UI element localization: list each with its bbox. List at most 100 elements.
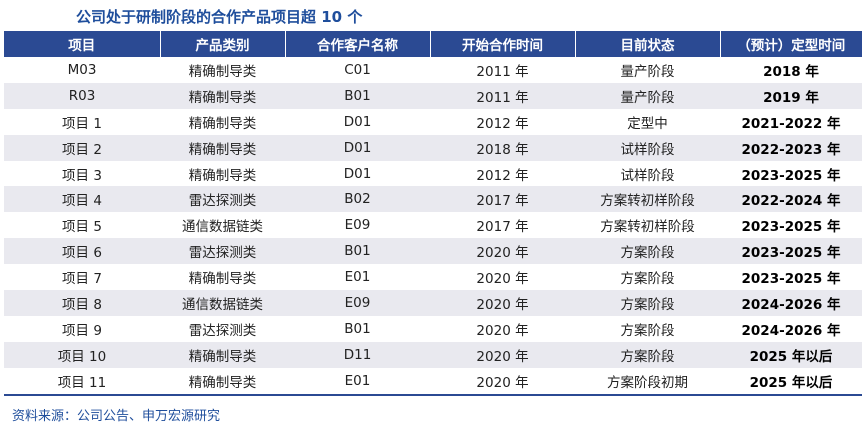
table-row: 项目 7 精确制导类 E01 2020 年 方案阶段 2023-2025 年 bbox=[4, 264, 862, 290]
source-note: 资料来源：公司公告、申万宏源研究 bbox=[12, 409, 221, 424]
project-table: 项目 产品类别 合作客户名称 开始合作时间 目前状态 （预计）定型时间 M03 精确制导类 C… bbox=[4, 31, 862, 396]
table-cell: 2021-2022 年 bbox=[741, 115, 841, 132]
table-cell: 2022-2024 年 bbox=[720, 186, 862, 213]
table-row: 项目 6 雷达探测类 B01 2020 年方案阶段 2023-2025 年 bbox=[4, 238, 862, 265]
table-cell: 2020 年 bbox=[430, 238, 575, 265]
table-row: 项目 11 精确制导类 E01 2020 年 方案阶段初期 2025 年以后 bbox=[4, 368, 862, 395]
table-cell: 方案转初样阶段 bbox=[600, 219, 695, 236]
title: 公司处于研制阶段的合作产品项目超 10 个 bbox=[76, 8, 363, 26]
header-cell: 开始合作时间 bbox=[429, 31, 575, 57]
table-cell: 精确制导类 bbox=[188, 374, 257, 391]
table-cell: 方案阶段 bbox=[575, 341, 720, 368]
table-row: 项目 3 精确制导类 D01 2012 年 试样阶段 2023-2025 年 bbox=[4, 161, 862, 187]
table-cell: 2018 年 bbox=[430, 134, 575, 161]
table-row: M03 精确制导类 C01 2011 年 量产阶段 2018 年 bbox=[4, 57, 862, 83]
table-cell: 精确制导类 bbox=[188, 63, 257, 80]
table-cell: 项目 2 bbox=[4, 134, 160, 161]
table-cell: 项目 6 bbox=[4, 238, 160, 265]
table-cell: C01 bbox=[344, 61, 371, 78]
table-row: 项目 9 雷达探测类 B01 2020 年 方案阶段 2024-2026 年 bbox=[4, 316, 862, 342]
header-cell: 合作客户名称 bbox=[284, 31, 430, 57]
table-row: 项目 5 通信数据链类 E09 2017 年 方案转初样阶段 2023-2025 年 bbox=[4, 212, 862, 238]
table-cell: 精确制导类 bbox=[160, 341, 285, 368]
table-cell: 精确制导类 bbox=[188, 115, 257, 132]
table-body: M03 精确制导类 C01 2011 年量产阶段 2018 年 R03 精确制导类 B01 20… bbox=[4, 57, 862, 395]
table-cell: 量产阶段 bbox=[620, 63, 675, 80]
table-cell: 方案阶段 bbox=[620, 322, 675, 339]
table-cell: 2022-2023 年 bbox=[720, 134, 862, 161]
table-cell: 精确制导类 bbox=[160, 82, 285, 109]
table-cell: B01 bbox=[285, 238, 430, 265]
table-cell: M03 bbox=[67, 61, 97, 78]
table-cell: 2017 年 bbox=[476, 219, 529, 236]
table-cell: 2025 年以后 bbox=[720, 341, 862, 368]
table-cell: 2012 年 bbox=[476, 167, 529, 184]
table-cell: 方案阶段 bbox=[620, 271, 675, 288]
table-cell: 2024-2026 年 bbox=[741, 322, 841, 339]
table-cell: 项目 8 bbox=[4, 290, 160, 316]
table-cell: 2020 年 bbox=[476, 271, 529, 288]
table-cell: 2023-2025 年 bbox=[741, 271, 841, 288]
table-cell: E09 bbox=[285, 290, 430, 316]
table-cell: 2020 年 bbox=[430, 290, 575, 316]
header-cell: 产品类别 bbox=[159, 31, 285, 57]
table-cell: D01 bbox=[343, 113, 372, 130]
table-cell: 项目 3 bbox=[62, 167, 102, 184]
table-cell: 项目 1 bbox=[62, 115, 102, 132]
header-row: 项目 产品类别 合作客户名称 开始合作时间 目前状态 （预计）定型时间 bbox=[4, 31, 862, 57]
table-cell: 项目 11 bbox=[57, 374, 107, 391]
table-cell: B02 bbox=[285, 186, 430, 213]
table-cell: E01 bbox=[344, 372, 371, 389]
table-cell: 2025 年以后 bbox=[749, 374, 833, 391]
table-row: 项目 2 精确制导类 D01 2018 年试样阶段 2022-2023 年 bbox=[4, 134, 862, 161]
table-cell: D11 bbox=[285, 341, 430, 368]
header-cell: 项目 bbox=[4, 31, 160, 57]
table-cell: 2023-2025 年 bbox=[741, 219, 841, 236]
table-cell: 试样阶段 bbox=[620, 167, 675, 184]
table-cell: 2011 年 bbox=[430, 82, 575, 109]
table-cell: 雷达探测类 bbox=[160, 238, 285, 265]
table-cell: D01 bbox=[343, 165, 372, 182]
table-cell: 雷达探测类 bbox=[188, 322, 257, 339]
table-cell: 2017 年 bbox=[430, 186, 575, 213]
table-cell: 方案转初样阶段 bbox=[575, 186, 720, 213]
table-cell: 2024-2026 年 bbox=[720, 290, 862, 316]
table-cell: D01 bbox=[285, 134, 430, 161]
table-cell: 2012 年 bbox=[476, 115, 529, 132]
table-cell: 定型中 bbox=[627, 115, 668, 132]
table-cell: 2023-2025 年 bbox=[720, 238, 862, 265]
table-cell: 2020 年 bbox=[476, 374, 529, 391]
table-cell: 2011 年 bbox=[476, 63, 529, 80]
table-cell: 雷达探测类 bbox=[160, 186, 285, 213]
table-cell: R03 bbox=[4, 82, 160, 109]
table-cell: 精确制导类 bbox=[188, 271, 257, 288]
table-row: 项目 10 精确制导类 D11 2020 年方案阶段 2025 年以后 bbox=[4, 341, 862, 368]
table-cell: 项目 10 bbox=[4, 341, 160, 368]
table-cell: E01 bbox=[344, 269, 371, 286]
table-cell: 试样阶段 bbox=[575, 134, 720, 161]
table-cell: 方案阶段初期 bbox=[607, 374, 688, 391]
table-row: 项目 8 通信数据链类 E09 2020 年方案阶段 2024-2026 年 bbox=[4, 290, 862, 316]
table-cell: 2020 年 bbox=[430, 341, 575, 368]
table-cell: B01 bbox=[285, 82, 430, 109]
table-cell: 2023-2025 年 bbox=[741, 167, 841, 184]
table-cell: 项目 4 bbox=[4, 186, 160, 213]
table-cell: 方案阶段 bbox=[575, 238, 720, 265]
table-cell: 项目 7 bbox=[62, 271, 102, 288]
table-cell: E09 bbox=[344, 217, 371, 234]
table-cell: 项目 9 bbox=[62, 322, 102, 339]
table-cell: 量产阶段 bbox=[575, 82, 720, 109]
table-cell: 方案阶段 bbox=[575, 290, 720, 316]
table-row: R03 精确制导类 B01 2011 年量产阶段 2019 年 bbox=[4, 82, 862, 109]
table-cell: 精确制导类 bbox=[188, 167, 257, 184]
table-row: 项目 1 精确制导类 D01 2012 年 定型中 2021-2022 年 bbox=[4, 109, 862, 135]
table-cell: B01 bbox=[344, 320, 371, 337]
header-cell: 目前状态 bbox=[574, 31, 720, 57]
header-cell: （预计）定型时间 bbox=[719, 31, 862, 57]
table-cell: 2020 年 bbox=[476, 322, 529, 339]
table-cell: 2018 年 bbox=[763, 63, 819, 80]
table-cell: 通信数据链类 bbox=[182, 219, 263, 236]
table-cell: 2019 年 bbox=[720, 82, 862, 109]
table-cell: 通信数据链类 bbox=[160, 290, 285, 316]
